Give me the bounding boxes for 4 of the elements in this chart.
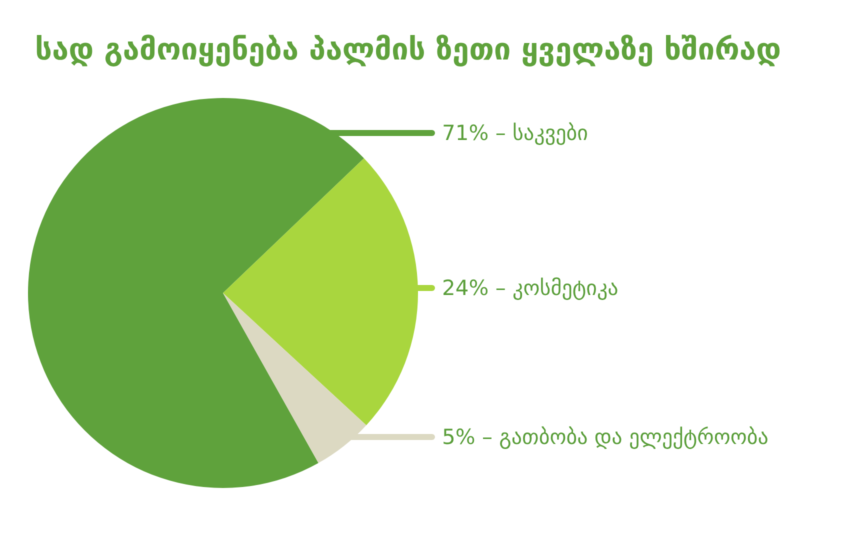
slice-label: 24% – კოსმეტიკა	[442, 276, 618, 300]
chart-title: სად გამოიყენება პალმის ზეთი ყველაზე ხშირად	[35, 32, 782, 68]
slice-label: 71% – საკვები	[442, 121, 588, 145]
slice-label: 5% – გათბობა და ელექტროობა	[442, 425, 768, 449]
